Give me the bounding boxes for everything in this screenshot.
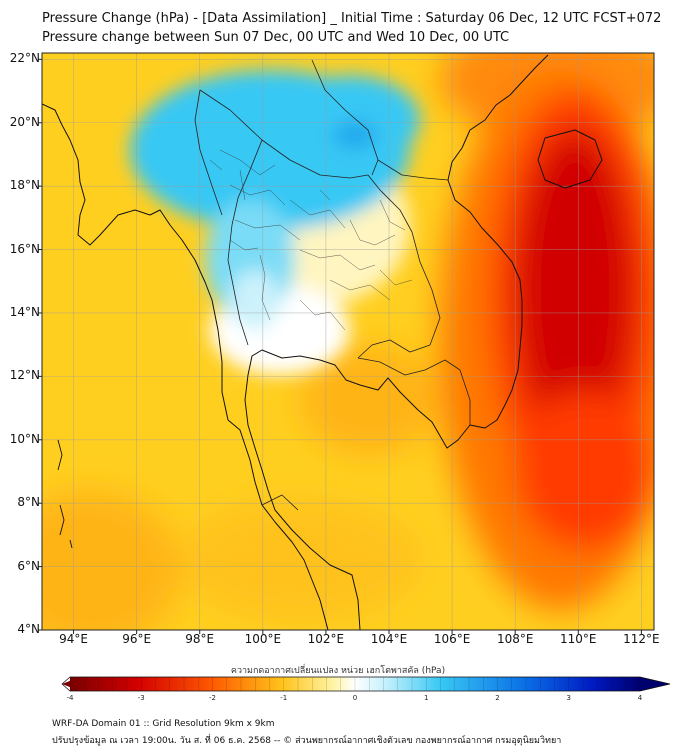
lat-label: 10°N <box>9 431 40 446</box>
gulf-coastline <box>244 54 549 630</box>
lat-label: 6°N <box>17 558 40 573</box>
lon-label: 96°E <box>122 632 152 646</box>
thai-border <box>227 139 441 359</box>
model-info: WRF-DA Domain 01 :: Grid Resolution 9km … <box>52 719 275 729</box>
lat-label: 8°N <box>17 495 40 510</box>
colorbar-title: ความกดอากาศเปลี่ยนแปลง หน่วย เฮกโตพาสคัล… <box>230 666 446 676</box>
lat-label: 4°N <box>17 622 40 636</box>
lon-label: 110°E <box>560 632 597 646</box>
lon-label: 106°E <box>433 632 471 646</box>
update-credit: ปรับปรุงข้อมูล ณ เวลา 19:00น. วัน ส. ที่… <box>52 736 562 746</box>
graticule <box>42 53 654 630</box>
laos-vietnam-border <box>311 59 449 181</box>
colorbar-tick-label: -2 <box>209 694 216 702</box>
lon-label: 104°E <box>370 632 408 646</box>
lon-label: 100°E <box>244 632 282 646</box>
lon-label: 108°E <box>496 632 534 646</box>
lat-label: 18°N <box>9 178 40 193</box>
myanmar-border <box>194 89 263 216</box>
lon-label: 102°E <box>307 632 345 646</box>
lat-label: 20°N <box>9 114 40 129</box>
lon-label: 98°E <box>185 632 215 646</box>
pressure-field <box>42 53 654 630</box>
lat-label: 16°N <box>9 241 40 256</box>
lon-label: 112°E <box>623 632 660 646</box>
colorbar-tick-label: -3 <box>137 694 145 702</box>
lat-label: 22°N <box>9 51 40 66</box>
malaysia-border <box>261 494 299 511</box>
colorbar-tick-label: 3 <box>566 694 571 702</box>
colorbar-gradient <box>70 677 640 691</box>
chart-title: Pressure Change (hPa) - [Data Assimilati… <box>42 11 662 26</box>
lon-label: 94°E <box>59 632 88 646</box>
andaman-islands <box>57 439 73 549</box>
colorbar-tick-label: 2 <box>495 694 500 702</box>
hainan-coastline <box>537 129 603 189</box>
colorbar-tick-label: -4 <box>66 694 74 702</box>
colorbar-tick-label: 1 <box>424 694 429 702</box>
colorbar-tick-label: 4 <box>637 694 643 702</box>
colorbar <box>61 676 671 692</box>
colorbar-high-extend <box>640 677 670 691</box>
lat-label: 14°N <box>9 304 40 319</box>
chart-subtitle: Pressure change between Sun 07 Dec, 00 U… <box>42 30 510 45</box>
lat-label: 12°N <box>9 368 40 383</box>
colorbar-tick-label: -1 <box>280 694 288 702</box>
colorbar-tick-label: 0 <box>352 694 358 702</box>
mainland-coastline <box>42 103 329 630</box>
cambodia-border <box>357 357 471 425</box>
provincial-borders <box>209 149 413 331</box>
map-frame <box>41 52 655 631</box>
